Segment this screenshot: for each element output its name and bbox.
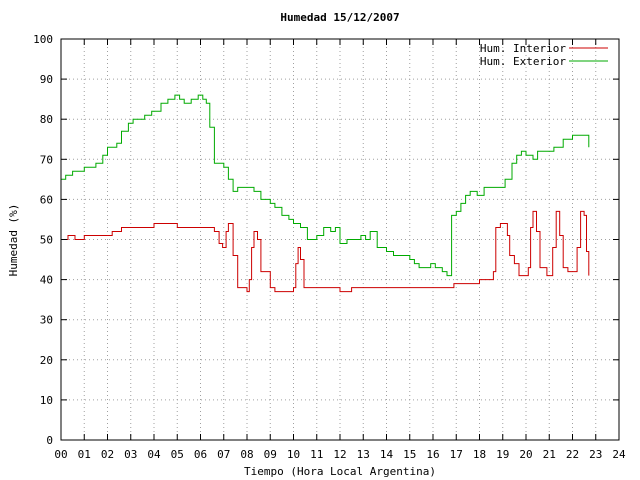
x-tick-label: 13 <box>357 448 370 461</box>
x-tick-label: 02 <box>101 448 114 461</box>
y-tick-label: 70 <box>40 153 53 166</box>
x-tick-label: 23 <box>589 448 602 461</box>
x-tick-labels: 00 01 02 03 04 05 06 07 08 09 10 11 12 13 14 15 16 17 18 19… <box>54 448 626 461</box>
y-tick-label: 30 <box>40 314 53 327</box>
y-tick-label: 90 <box>40 73 53 86</box>
x-tick-label: 14 <box>380 448 394 461</box>
series-lines <box>61 94 590 293</box>
series-line-interior <box>61 210 590 293</box>
x-tick-label: 22 <box>566 448 579 461</box>
x-tick-label: 06 <box>194 448 207 461</box>
x-tick-label: 12 <box>333 448 346 461</box>
y-tick-label: 60 <box>40 193 53 206</box>
x-tick-label: 11 <box>310 448 323 461</box>
x-tick-label: 16 <box>426 448 439 461</box>
x-axis-label: Tiempo (Hora Local Argentina) <box>244 465 436 478</box>
y-axis-label: Humedad (%) <box>7 204 20 277</box>
x-tick-label: 03 <box>124 448 137 461</box>
x-tick-label: 20 <box>519 448 532 461</box>
x-tick-label: 05 <box>171 448 184 461</box>
chart-title: Humedad 15/12/2007 <box>280 11 399 24</box>
axis-ticks <box>60 38 620 441</box>
y-tick-label: 20 <box>40 354 53 367</box>
y-tick-labels: 0 10 20 30 40 50 60 70 80 90 100 <box>33 33 53 447</box>
series-line-exterior <box>61 94 590 277</box>
x-tick-label: 21 <box>543 448 556 461</box>
x-tick-label: 17 <box>450 448 463 461</box>
x-tick-label: 08 <box>240 448 253 461</box>
y-tick-label: 80 <box>40 113 53 126</box>
y-tick-label: 0 <box>46 434 53 447</box>
y-tick-label: 50 <box>40 234 53 247</box>
x-tick-label: 19 <box>496 448 509 461</box>
y-tick-label: 10 <box>40 394 53 407</box>
y-tick-label: 100 <box>33 33 53 46</box>
x-tick-label: 15 <box>403 448 416 461</box>
x-tick-label: 10 <box>287 448 300 461</box>
x-tick-label: 04 <box>147 448 161 461</box>
legend-entry-exterior: Hum. Exterior <box>480 55 608 68</box>
x-tick-label: 24 <box>612 448 626 461</box>
legend-label-interior: Hum. Interior <box>480 42 566 55</box>
x-tick-label: 18 <box>473 448 486 461</box>
x-tick-label: 07 <box>217 448 230 461</box>
legend-entry-interior: Hum. Interior <box>480 42 608 55</box>
legend-label-exterior: Hum. Exterior <box>480 55 566 68</box>
y-tick-label: 40 <box>40 274 53 287</box>
x-tick-label: 09 <box>264 448 277 461</box>
x-tick-label: 01 <box>78 448 91 461</box>
legend: Hum. Interior Hum. Exterior <box>480 42 608 68</box>
x-tick-label: 00 <box>54 448 67 461</box>
